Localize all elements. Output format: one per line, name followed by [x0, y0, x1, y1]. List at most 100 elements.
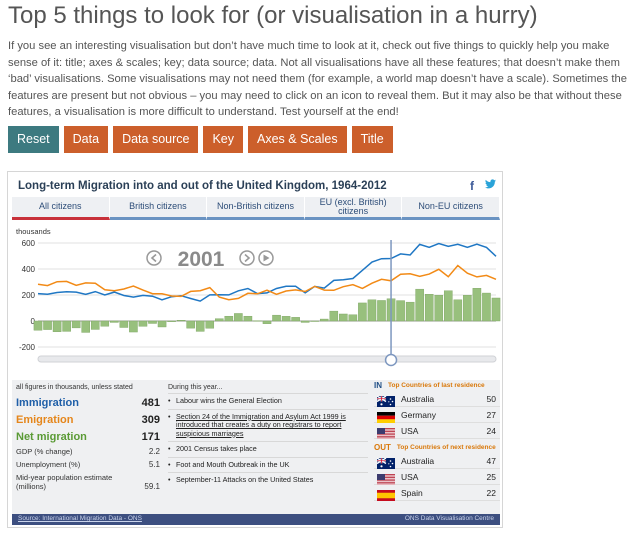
country-name: Australia [401, 394, 435, 404]
events-column: During this year... • Labour wins the Gen… [168, 384, 368, 488]
unemployment-row: Unemployment (%) 5.1 [16, 458, 160, 471]
title-button[interactable]: Title [351, 126, 393, 153]
usa-flag [377, 426, 395, 439]
tab-eu-citizens[interactable]: EU (excl. British) citizens [304, 197, 403, 220]
net-migration-bar [71, 320, 81, 329]
immigration-line [37, 242, 497, 302]
previous-year-button[interactable] [146, 250, 162, 266]
net-migration-bar [444, 290, 453, 322]
event-item: • 2001 Census takes place [168, 441, 368, 457]
net-migration-bar [415, 288, 424, 322]
play-button[interactable] [258, 250, 274, 266]
net-migration-bar [186, 320, 195, 329]
country-row: Australia 50 [374, 391, 500, 407]
population-label: Mid-year population estimate (millions) [16, 473, 113, 491]
tab-all-citizens[interactable]: All citizens [12, 197, 110, 220]
out-countries-list: Australia 47 USA 25 Spain 22 [374, 453, 500, 501]
citizenship-tabs: All citizens British citizens Non-Britis… [12, 197, 500, 220]
intro-paragraph: If you see an interesting visualisation … [8, 40, 627, 118]
key-button[interactable]: Key [203, 126, 244, 153]
figures-note: all figures in thousands, unless stated [16, 384, 133, 391]
event-item: • Labour wins the General Election [168, 393, 368, 409]
net-migration-value: 171 [141, 431, 160, 443]
net-migration-bar [138, 320, 148, 327]
feature-button-bar: Reset Data Data source Key Axes & Scales… [8, 126, 393, 153]
data-button[interactable]: Data [63, 126, 109, 153]
y-tick-label: 200 [22, 291, 36, 300]
net-migration-bar [339, 313, 348, 322]
next-year-button-glyph [244, 253, 251, 263]
y-tick-label: 400 [22, 265, 36, 274]
net-migration-bar [405, 301, 415, 322]
net-migration-bar [358, 302, 367, 322]
net-migration-bar [243, 315, 253, 322]
reset-button[interactable]: Reset [8, 126, 59, 153]
net-migration-bar [195, 320, 205, 332]
timeline-handle[interactable] [384, 353, 398, 367]
spain-flag [377, 488, 395, 501]
net-migration-bar [472, 288, 482, 322]
net-migration-bar [396, 300, 405, 322]
net-migration-bar [33, 320, 43, 331]
usa-flag [377, 472, 395, 485]
net-migration-bar [424, 294, 434, 322]
net-migration-bar [110, 320, 119, 323]
net-migration-bar [262, 320, 272, 324]
gdp-label: GDP (% change) [16, 447, 73, 456]
y-tick-label: 600 [22, 239, 36, 248]
tab-british-citizens[interactable]: British citizens [109, 197, 208, 220]
country-name: USA [401, 426, 419, 436]
tab-non-eu-citizens[interactable]: Non-EU citizens [402, 197, 500, 220]
source-link[interactable]: Source: International Migration Data - O… [18, 515, 142, 522]
australia-flag [376, 394, 395, 407]
net-migration-bar [234, 313, 243, 322]
twitter-icon[interactable] [485, 179, 496, 192]
countries-column: IN Top Countries of last residence Austra… [374, 380, 500, 501]
net-migration-bar [377, 300, 386, 322]
event-item-link[interactable]: • Section 24 of the Immigration and Asylu… [168, 408, 368, 442]
net-migration-bar [310, 320, 319, 322]
net-migration-bar [434, 295, 444, 322]
country-value: 22 [486, 488, 496, 498]
net-migration-bar [291, 317, 300, 322]
chart-svg: thousands 600 400 200 0 -200 2001 [16, 227, 501, 367]
net-migration-bar [205, 320, 215, 329]
in-countries-heading: IN Top Countries of last residence [374, 381, 485, 390]
net-migration-bar [348, 314, 358, 322]
net-migration-bar [329, 310, 339, 322]
country-name: Spain [401, 488, 423, 498]
net-migration-bar [367, 299, 377, 322]
net-migration-bar [176, 320, 186, 322]
country-value: 24 [486, 426, 496, 436]
gdp-row: GDP (% change) 2.2 [16, 445, 160, 458]
country-row: Australia 47 [374, 453, 500, 469]
tab-non-british-citizens[interactable]: Non-British citizens [207, 197, 305, 220]
net-migration-bar [129, 320, 138, 333]
net-migration-bar [119, 320, 129, 328]
country-row: USA 24 [374, 423, 500, 439]
out-label: OUT [374, 443, 391, 452]
net-migration-bar [148, 320, 157, 324]
unemployment-value: 5.1 [148, 460, 160, 469]
timeline-track [37, 355, 497, 363]
immigration-value: 481 [141, 397, 160, 409]
net-migration-bar [319, 318, 329, 322]
country-row: Spain 22 [374, 485, 500, 501]
country-value: 27 [486, 410, 496, 420]
net-migration-bar [224, 315, 234, 322]
play-icon [263, 254, 270, 262]
event-item: • Foot and Mouth Outbreak in the UK [168, 456, 368, 473]
net-migration-bar [482, 292, 491, 322]
net-migration-bar [81, 320, 90, 333]
germany-flag [377, 410, 395, 423]
y-unit-label: thousands [16, 227, 51, 236]
population-row: Mid-year population estimate (millions) … [16, 471, 160, 493]
data-source-button[interactable]: Data source [113, 126, 199, 153]
out-countries-heading: OUT Top Countries of next residence [374, 443, 496, 452]
facebook-icon[interactable]: f [470, 179, 474, 193]
previous-year-button-glyph [150, 253, 157, 263]
country-value: 25 [486, 472, 496, 482]
australia-flag [376, 456, 395, 469]
next-year-button[interactable] [239, 250, 255, 266]
axes-scales-button[interactable]: Axes & Scales [248, 126, 347, 153]
